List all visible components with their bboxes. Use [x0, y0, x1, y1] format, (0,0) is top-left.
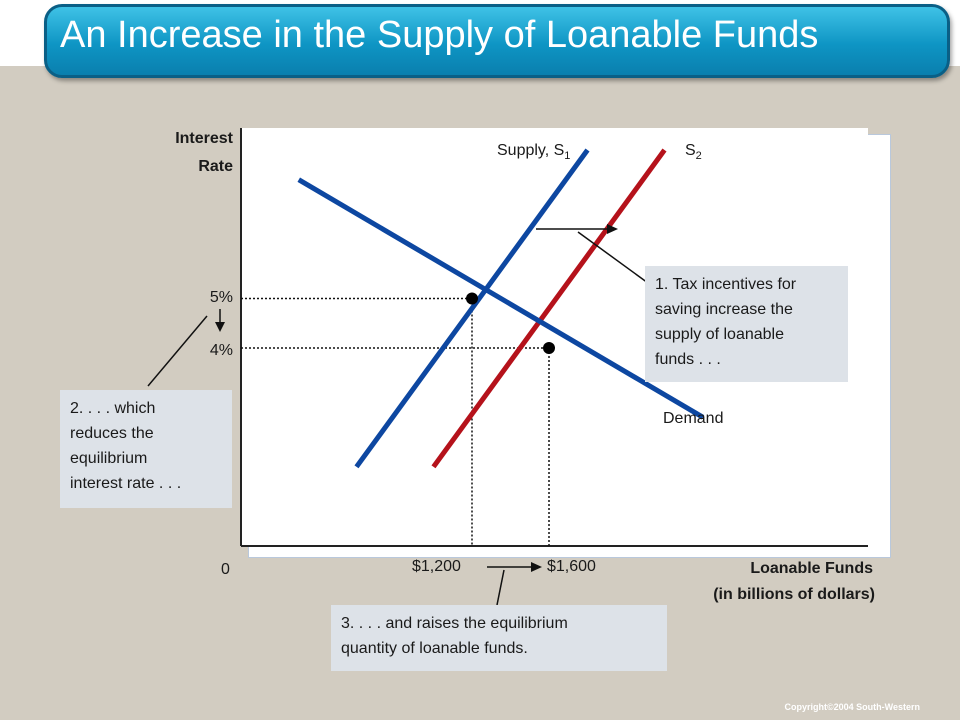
guide-lines: [241, 297, 550, 546]
note2-pointer: [147, 315, 208, 387]
x-tick-label: $1,600: [547, 558, 596, 575]
annotation-line: funds . . .: [655, 351, 721, 368]
x-axis-label-line2: (in billions of dollars): [713, 586, 875, 603]
note1-pointer: [577, 231, 649, 284]
annotation-line: interest rate . . .: [70, 475, 182, 492]
annotation-line: reduces the: [70, 425, 154, 442]
annotation-line: 3. . . . and raises the equilibrium: [341, 615, 568, 632]
y-tick-label: 5%: [209, 289, 233, 306]
title-banner: [44, 4, 950, 78]
supply1-label: Supply, S1: [497, 142, 571, 163]
copyright-text: Copyright©2004 South-Western: [784, 702, 920, 712]
supply2-label: S2: [685, 142, 702, 163]
slide-title: An Increase in the Supply of Loanable Fu…: [60, 14, 819, 56]
x-tick-label: $1,200: [412, 558, 461, 575]
equilibrium-points: [466, 292, 555, 354]
annotation-line: 1. Tax incentives for: [655, 276, 797, 293]
demand-label: Demand: [663, 410, 724, 427]
annotation-line: quantity of loanable funds.: [341, 640, 528, 657]
rate-arrow-head: [215, 322, 225, 332]
origin-label: 0: [221, 561, 230, 578]
annotation-line: saving increase the: [655, 301, 793, 318]
supply-curve-s1: [354, 148, 590, 469]
y-axis-label-line1: Interest: [175, 130, 233, 147]
quantity-arrow-head: [531, 562, 542, 572]
x-axis-label-line1: Loanable Funds: [750, 560, 873, 577]
demand-curve: [297, 177, 705, 420]
annotation-rate-falls: 2. . . . which reduces the equilibrium i…: [60, 390, 232, 508]
annotation-line: 2. . . . which: [70, 400, 156, 417]
annotation-quantity-rises: 3. . . . and raises the equilibrium quan…: [331, 605, 667, 671]
shift-arrow-head: [607, 224, 618, 234]
equilibrium-point: [466, 292, 478, 305]
equilibrium-point: [543, 342, 555, 354]
y-tick-label: 4%: [209, 342, 233, 359]
annotation-line: supply of loanable: [655, 326, 784, 343]
annotation-supply-shift: 1. Tax incentives for saving increase th…: [645, 266, 848, 382]
y-axis-label-line2: Rate: [198, 158, 233, 175]
supply-curve-s2: [431, 148, 667, 469]
annotation-line: equilibrium: [70, 450, 148, 467]
curves: [297, 148, 705, 469]
note3-pointer: [496, 569, 505, 606]
